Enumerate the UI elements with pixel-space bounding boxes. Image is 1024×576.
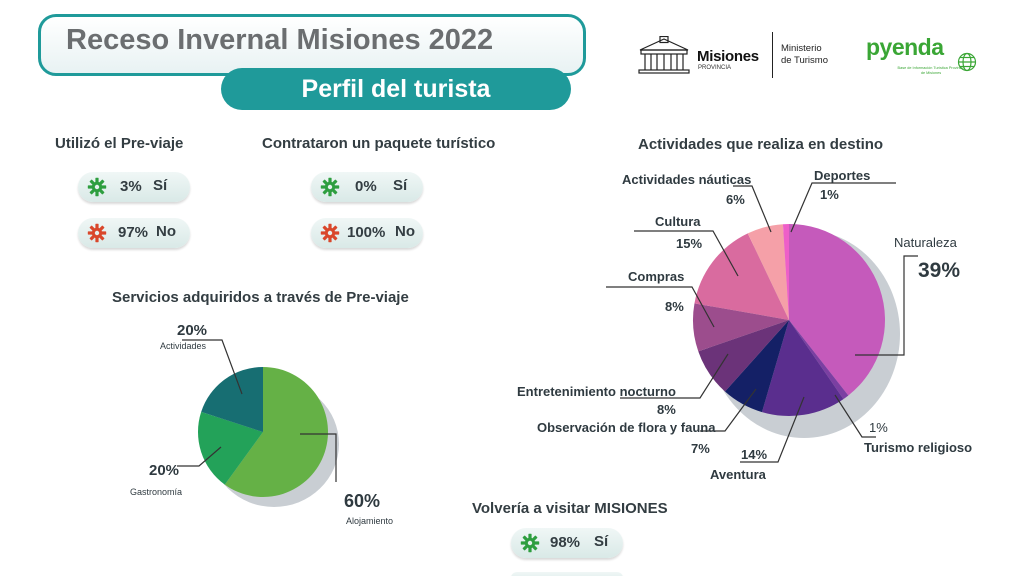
pie2-label-deportes-value: 1% — [820, 187, 839, 202]
ministerio-line-1: Ministerio — [781, 43, 822, 54]
pie2-label-cultura: Cultura — [655, 214, 701, 229]
previaje-yes-badge: 3% Sí — [78, 172, 190, 202]
pie1-label-alojamiento: Alojamiento — [346, 516, 393, 526]
cropped-badge — [511, 572, 623, 576]
pie2-label-nauticas: Actividades náuticas — [622, 172, 751, 187]
page-title: Receso Invernal Misiones 2022 — [66, 24, 494, 56]
pie1-label-alojamiento-value: 60% — [344, 491, 380, 511]
government-building-icon — [638, 36, 690, 74]
globe-icon — [957, 52, 977, 72]
paquete-yes-label: Sí — [393, 177, 408, 194]
pie2-slice-turismo-religioso — [789, 320, 849, 400]
pie1-label-gastronomia: Gastronomía — [130, 487, 182, 497]
pie1-label-actividades-value: 20% — [177, 322, 207, 339]
pie2-label-religioso: Turismo religioso — [864, 440, 972, 455]
pie2-label-religioso-value: 1% — [869, 420, 888, 435]
pie2-label-deportes: Deportes — [814, 168, 870, 183]
pie2-label-compras-value: 8% — [665, 299, 684, 314]
pie2-label-naturaleza-value: 39% — [918, 259, 960, 282]
pie2-label-flora-fauna: Observación de flora y fauna — [537, 420, 716, 435]
misiones-logo: Misiones PROVINCIA Ministerio de Turismo — [638, 32, 838, 80]
pyenda-logo-text: pyenda — [866, 34, 944, 60]
pie2-slices — [693, 223, 885, 416]
logo-divider — [772, 32, 773, 78]
pie2-label-aventura-value: 14% — [741, 447, 767, 462]
pyenda-logo-subtitle: Base de Información Turística Provincia … — [897, 66, 965, 75]
paquete-no-value: 100% — [347, 224, 386, 241]
previaje-title: Utilizó el Pre-viaje — [55, 135, 184, 152]
pie1-slice-alojamiento — [224, 367, 328, 498]
pie2-slice-actividades-nauticas — [747, 224, 789, 320]
previaje-no-badge: 97% No — [78, 218, 190, 248]
volveria-yes-label: Sí — [594, 533, 609, 550]
pie2-slice-compras — [693, 303, 789, 352]
pie1-title: Servicios adquiridos a través de Pre-via… — [112, 289, 409, 306]
misiones-logo-text: Misiones — [697, 48, 759, 65]
pie2-label-naturaleza: Naturaleza — [894, 235, 958, 250]
previaje-no-label: No — [156, 223, 176, 240]
pie2-label-entretenimiento-value: 8% — [657, 402, 676, 417]
pie2-label-aventura: Aventura — [710, 467, 767, 482]
ministerio-logo-text: Ministerio de Turismo — [781, 43, 828, 67]
pie2-label-flora-fauna-value: 7% — [691, 441, 710, 456]
pie2-slice-aventura — [761, 320, 844, 416]
pie2-label-nauticas-value: 6% — [726, 192, 745, 207]
pie1-label-gastronomia-value: 20% — [149, 462, 179, 479]
paquete-yes-value: 0% — [355, 178, 377, 195]
pie1-slices — [197, 367, 328, 498]
ministerio-line-2: de Turismo — [781, 55, 828, 66]
pie1-slice-gastronomia — [197, 411, 263, 485]
volveria-title: Volvería a visitar MISIONES — [472, 500, 668, 517]
pie1-label-actividades: Actividades — [160, 341, 207, 351]
pie1-leaders — [177, 339, 337, 482]
paquete-yes-badge: 0% Sí — [311, 172, 423, 202]
pie2-title: Actividades que realiza en destino — [638, 136, 883, 153]
pie2-label-cultura-value: 15% — [676, 236, 702, 251]
previaje-no-value: 97% — [118, 224, 149, 241]
volveria-yes-value: 98% — [550, 534, 581, 551]
pie2-leaders — [606, 182, 918, 463]
pie2-slice-observacion-de-flora-y-fauna — [724, 320, 789, 413]
pie2-slice-entretenimiento-nocturno — [698, 320, 789, 392]
page-subtitle: Perfil del turista — [221, 68, 571, 110]
volveria-yes-badge: 98% Sí — [511, 528, 623, 558]
paquete-no-badge: 100% No — [311, 218, 423, 248]
pie2-slice-naturaleza — [789, 224, 885, 396]
pie2-slice-cultura — [694, 233, 789, 320]
pie2-label-compras: Compras — [628, 269, 684, 284]
pyenda-logo: pyenda Base de Información Turística Pro… — [866, 34, 986, 76]
previaje-yes-label: Sí — [153, 177, 168, 194]
misiones-logo-province: PROVINCIA — [698, 65, 732, 71]
paquete-no-label: No — [395, 223, 415, 240]
paquete-title: Contrataron un paquete turístico — [262, 135, 496, 152]
previaje-yes-value: 3% — [120, 178, 142, 195]
pie1-slice-actividades — [201, 367, 263, 432]
pie2-slice-deportes — [782, 223, 789, 320]
pie2-label-entretenimiento: Entretenimiento nocturno — [517, 384, 676, 399]
